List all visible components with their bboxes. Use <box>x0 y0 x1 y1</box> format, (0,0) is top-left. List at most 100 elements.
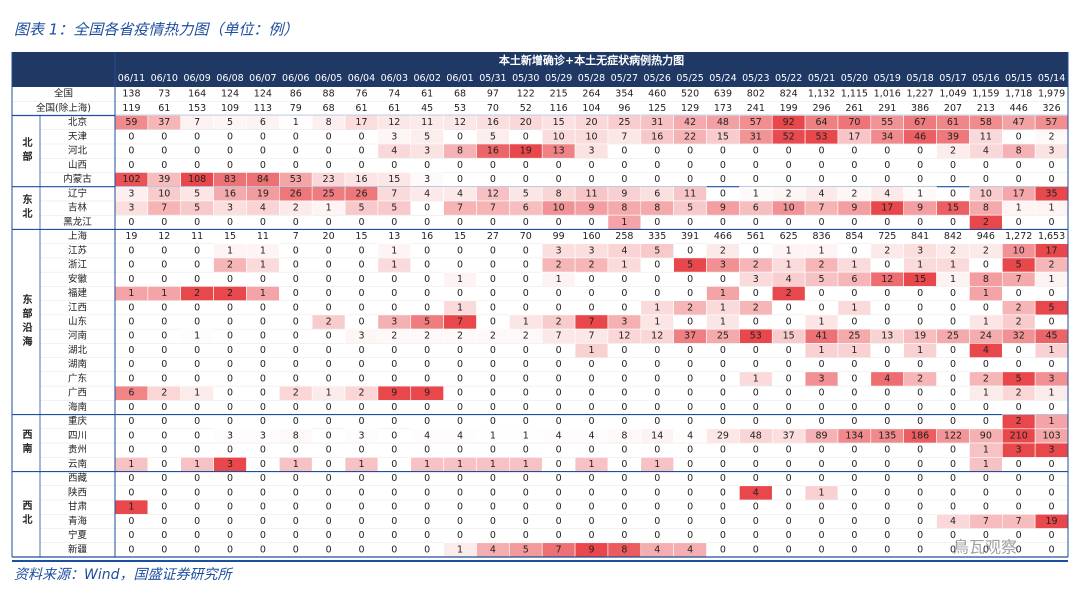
cell-value: 1 <box>326 203 332 214</box>
cell-value: 2 <box>293 388 299 399</box>
cell-value: 0 <box>786 388 792 399</box>
cell-value: 0 <box>884 502 890 513</box>
cell-value: 0 <box>753 245 759 256</box>
column-header: 06/10 <box>151 73 178 84</box>
cell-value: 1 <box>983 317 989 328</box>
cell-value: 89 <box>815 430 827 441</box>
cell-value: 0 <box>490 160 496 171</box>
cell-value: 0 <box>490 388 496 399</box>
cell-value: 0 <box>490 274 496 285</box>
cell-value: 1 <box>654 317 660 328</box>
cell-value: 0 <box>260 345 266 356</box>
cell-value: 16 <box>421 231 433 242</box>
cell-value: 35 <box>1046 188 1058 199</box>
column-header: 05/20 <box>841 73 868 84</box>
cell-value: 0 <box>851 544 857 555</box>
cell-value: 1,115 <box>841 89 868 100</box>
cell-value: 520 <box>681 89 699 100</box>
cell-value: 2 <box>1016 416 1022 427</box>
cell-value: 55 <box>881 117 893 128</box>
cell-value: 0 <box>128 416 134 427</box>
cell-value: 0 <box>884 388 890 399</box>
cell-value: 1 <box>326 388 332 399</box>
cell-value: 0 <box>457 388 463 399</box>
cell-value: 0 <box>260 516 266 527</box>
cell-value: 0 <box>457 174 463 185</box>
cell-value: 1 <box>194 388 200 399</box>
cell-value: 0 <box>293 402 299 413</box>
cell-value: 0 <box>950 459 956 470</box>
cell-value: 0 <box>1016 530 1022 541</box>
cell-value: 0 <box>917 359 923 370</box>
cell-value: 13 <box>881 331 893 342</box>
cell-value: 258 <box>615 231 633 242</box>
cell-value: 0 <box>720 459 726 470</box>
cell-value: 0 <box>358 416 364 427</box>
cell-value: 1 <box>786 260 792 271</box>
cell-value: 0 <box>983 473 989 484</box>
cell-value: 1 <box>260 260 266 271</box>
row-label: 河北 <box>68 145 88 157</box>
cell-value: 0 <box>523 288 529 299</box>
cell-value: 0 <box>490 530 496 541</box>
cell-value: 0 <box>786 160 792 171</box>
cell-value: 460 <box>648 89 666 100</box>
cell-value: 0 <box>556 288 562 299</box>
cell-value: 0 <box>786 502 792 513</box>
cell-value: 0 <box>950 487 956 498</box>
cell-value: 45 <box>1046 331 1058 342</box>
cell-value: 103 <box>1042 430 1060 441</box>
cell-value: 0 <box>556 487 562 498</box>
cell-value: 0 <box>490 473 496 484</box>
cell-value: 15 <box>717 131 729 142</box>
cell-value: 0 <box>260 544 266 555</box>
cell-value: 0 <box>161 359 167 370</box>
cell-value: 10 <box>553 203 565 214</box>
cell-value: 0 <box>654 502 660 513</box>
cell-value: 53 <box>815 131 827 142</box>
cell-value: 0 <box>326 502 332 513</box>
cell-value: 0 <box>358 146 364 157</box>
cell-value: 0 <box>819 402 825 413</box>
cell-value: 0 <box>391 217 397 228</box>
cell-value: 0 <box>950 160 956 171</box>
cell-value: 2 <box>687 302 693 313</box>
cell-value: 0 <box>326 359 332 370</box>
cell-value: 23 <box>323 174 335 185</box>
cell-value: 0 <box>523 402 529 413</box>
cell-value: 0 <box>588 416 594 427</box>
cell-value: 0 <box>194 274 200 285</box>
cell-value: 8 <box>1016 146 1022 157</box>
cell-value: 0 <box>227 473 233 484</box>
cell-value: 15 <box>388 174 400 185</box>
cell-value: 102 <box>122 174 140 185</box>
cell-value: 0 <box>260 473 266 484</box>
cell-value: 0 <box>490 416 496 427</box>
cell-value: 0 <box>917 502 923 513</box>
cell-value: 1 <box>621 217 627 228</box>
cell-value: 2 <box>1049 131 1055 142</box>
cell-value: 0 <box>851 402 857 413</box>
row-label: 浙江 <box>68 259 88 271</box>
cell-value: 4 <box>424 430 430 441</box>
cell-value: 0 <box>950 288 956 299</box>
cell-value: 0 <box>753 160 759 171</box>
cell-value: 0 <box>326 530 332 541</box>
cell-value: 0 <box>917 402 923 413</box>
cell-value: 0 <box>161 430 167 441</box>
cell-value: 0 <box>950 317 956 328</box>
cell-value: 5 <box>358 203 364 214</box>
cell-value: 0 <box>786 416 792 427</box>
row-label: 江苏 <box>68 244 88 256</box>
cell-value: 0 <box>391 345 397 356</box>
cell-value: 0 <box>457 217 463 228</box>
cell-value: 0 <box>227 345 233 356</box>
cell-value: 68 <box>454 89 466 100</box>
cell-value: 24 <box>980 331 992 342</box>
cell-value: 0 <box>128 359 134 370</box>
cell-value: 15 <box>224 231 236 242</box>
cell-value: 725 <box>878 231 896 242</box>
cell-value: 15 <box>553 117 565 128</box>
cell-value: 2 <box>556 260 562 271</box>
cell-value: 2 <box>983 245 989 256</box>
